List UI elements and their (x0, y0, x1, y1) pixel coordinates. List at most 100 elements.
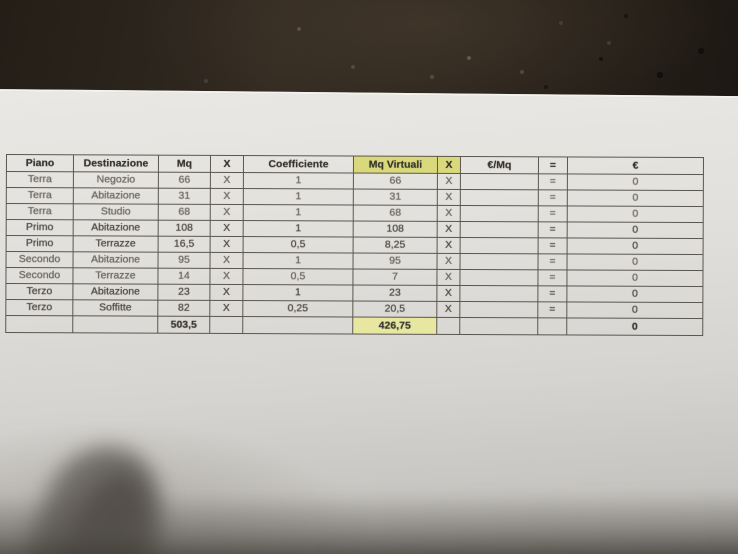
table-cell: Primo (6, 219, 74, 236)
table-cell: Terra (6, 203, 74, 220)
table-cell: = (538, 237, 568, 254)
table-cell: 95 (158, 252, 211, 269)
table-cell: X (210, 220, 244, 237)
table-area: Piano Destinazione Mq X Coefficiente Mq Virtu… (5, 154, 704, 337)
table-cell: 0 (566, 301, 703, 319)
table-cell: X (210, 188, 244, 205)
table-cell: X (436, 285, 460, 302)
sheet-table: Piano Destinazione Mq X Coefficiente Mq Virtu… (5, 154, 704, 337)
table-cell: 0,5 (242, 268, 354, 286)
table-cell: X (436, 269, 461, 286)
table-cell: 68 (158, 204, 211, 221)
table-cell: = (537, 301, 567, 318)
column-header: X (437, 156, 461, 174)
table-cell: Abitazione (73, 251, 159, 269)
table-cell: X (209, 284, 243, 301)
table-cell: Terrazze (73, 235, 159, 253)
table-cell: 14 (157, 268, 211, 285)
table-cell: = (538, 173, 568, 190)
column-header: Mq (158, 155, 211, 173)
table-cell: 68 (353, 205, 438, 222)
table-cell (460, 205, 539, 222)
table-cell: 31 (353, 189, 438, 206)
table-cell: 0 (566, 285, 703, 303)
table-cell: = (538, 221, 568, 238)
column-header: Piano (6, 154, 74, 172)
table-cell (460, 221, 539, 238)
table-cell: 0 (567, 189, 704, 207)
table-cell: X (437, 189, 461, 206)
table-cell: 66 (353, 173, 438, 190)
table-cell (459, 269, 538, 286)
column-header: Destinazione (73, 154, 159, 173)
table-cell (459, 301, 538, 318)
table-cell (460, 189, 539, 206)
table-cell: 1 (243, 172, 354, 190)
table-cell: Secondo (5, 267, 74, 284)
table-cell: X (210, 236, 244, 253)
table-cell: X (436, 301, 460, 318)
table-cell: 0,5 (243, 236, 354, 254)
table-cell: 1 (243, 204, 354, 222)
total-cell (72, 315, 158, 334)
totals-row: 503,5 426,75 0 (5, 315, 703, 336)
table-cell: Secondo (6, 251, 74, 268)
total-cell: 426,75 (352, 317, 437, 335)
table-cell: 0 (566, 253, 704, 271)
table-cell: 95 (353, 253, 438, 270)
table-cell: = (538, 205, 568, 222)
table-cell: 0 (567, 221, 704, 239)
table-cell: Studio (73, 203, 159, 221)
column-header: Coefficiente (243, 155, 354, 174)
table-cell: X (437, 173, 461, 190)
table-cell: Abitazione (72, 283, 158, 301)
table-cell: Terrazze (72, 267, 159, 285)
total-cell: 503,5 (157, 316, 210, 334)
table-cell: X (209, 300, 243, 317)
table-cell (459, 285, 538, 302)
column-header: X (210, 155, 244, 173)
table-cell: = (538, 189, 568, 206)
table-cell: Negozio (73, 171, 159, 189)
table-cell: 0 (567, 237, 704, 255)
table-cell: Terzo (5, 283, 73, 300)
table-cell: 7 (352, 269, 438, 286)
table-cell: 1 (243, 252, 354, 270)
total-cell (436, 317, 460, 335)
table-cell: Terzo (5, 299, 73, 316)
column-header: € (567, 156, 704, 175)
table-cell: 108 (158, 220, 211, 237)
table-cell: Terra (6, 187, 74, 204)
column-header: = (538, 156, 568, 174)
table-cell: X (210, 252, 244, 269)
total-cell (537, 317, 567, 335)
table-cell: 8,25 (353, 237, 438, 254)
column-header: €/Mq (460, 156, 539, 174)
table-cell: = (537, 269, 567, 286)
table-cell: = (537, 285, 567, 302)
total-cell (209, 316, 243, 334)
table-cell (460, 237, 539, 254)
table-cell: = (537, 253, 568, 270)
table-cell: 23 (352, 285, 437, 302)
table-cell: 0 (567, 173, 704, 191)
table-cell: 82 (157, 300, 210, 317)
table-cell: 1 (242, 284, 353, 302)
table-cell: X (437, 253, 461, 270)
total-cell (459, 317, 538, 335)
table-cell: 0,25 (242, 300, 353, 318)
column-header: Mq Virtuali (353, 156, 438, 174)
table-cell: 23 (157, 284, 210, 301)
table-cell: 66 (158, 172, 211, 189)
table-cell: 31 (158, 188, 211, 205)
table-cell: 20,5 (352, 301, 437, 318)
table-cell (460, 253, 539, 270)
total-cell (242, 316, 353, 335)
table-cell: Soffitte (72, 299, 158, 317)
table-cell: Primo (6, 235, 74, 252)
table-cell: 1 (243, 188, 354, 206)
table-cell: X (210, 172, 244, 189)
table-cell: Abitazione (73, 187, 159, 205)
table-cell: X (209, 268, 244, 285)
